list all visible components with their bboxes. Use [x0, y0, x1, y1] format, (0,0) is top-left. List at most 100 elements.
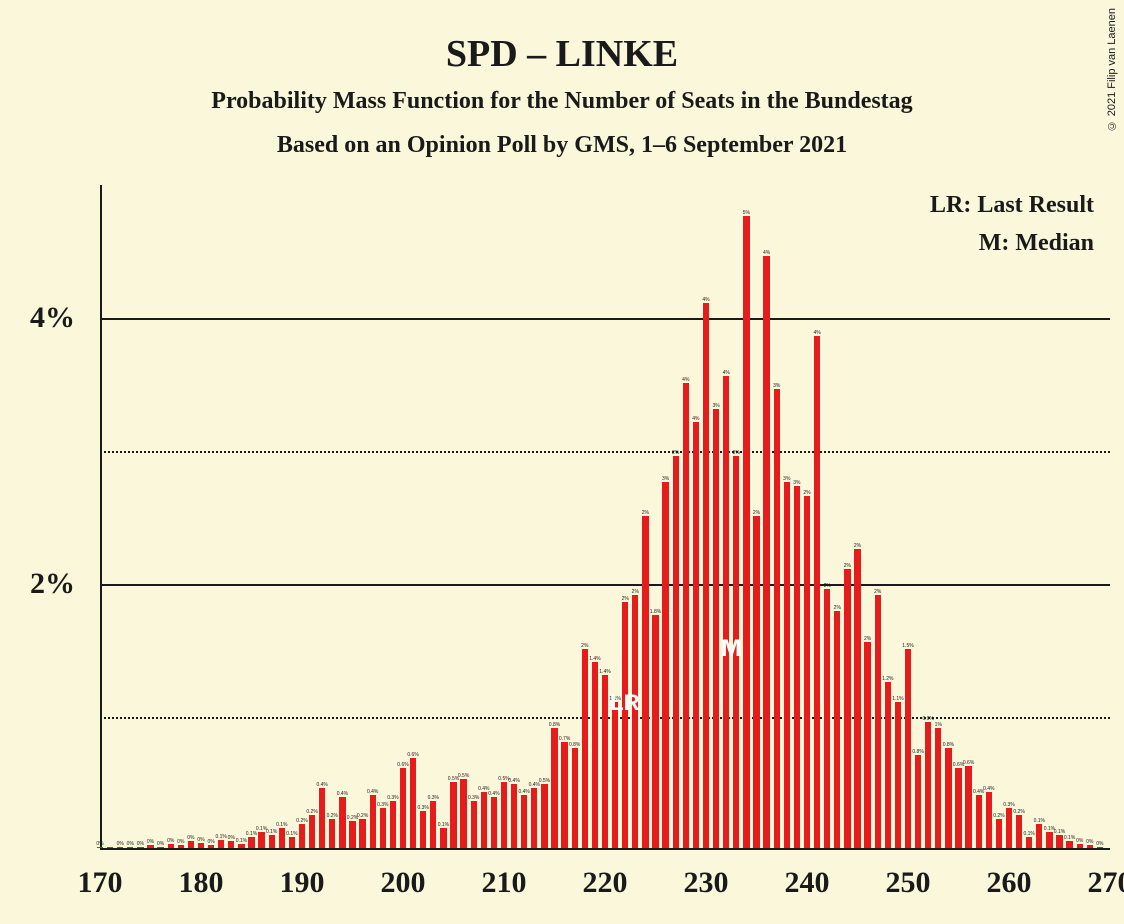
x-tick-label: 250: [886, 866, 931, 900]
bar: 3%: [733, 456, 739, 848]
bar-value-label: 0.8%: [549, 722, 560, 728]
bar: 0.2%: [309, 815, 315, 848]
bar: 0.4%: [370, 795, 376, 848]
bar: 0.3%: [471, 801, 477, 848]
bar-value-label: 0.3%: [428, 795, 439, 801]
bar: 0.9%: [925, 722, 931, 848]
bar: 3%: [784, 482, 790, 848]
bar-value-label: 0.7%: [559, 736, 570, 742]
bar: 0.1%: [1056, 835, 1062, 848]
bar: 0.4%: [319, 788, 325, 848]
gridline-major: [100, 318, 1110, 320]
bar: 1.1%: [612, 702, 618, 848]
bar: 0.1%: [289, 837, 295, 848]
bar: 0.8%: [572, 748, 578, 848]
bar: 2%: [804, 496, 810, 848]
bar-value-label: 3%: [712, 403, 719, 409]
bar-value-label: 0.3%: [387, 795, 398, 801]
bar-value-label: 0.2%: [1013, 809, 1024, 815]
bar: 0%: [188, 841, 194, 848]
bar: 0.1%: [248, 837, 254, 848]
chart-title: SPD – LINKE: [0, 0, 1124, 76]
bar-value-label: 0.1%: [276, 822, 287, 828]
bar-value-label: 0.4%: [508, 778, 519, 784]
chart-plot-area: 2%4%1701801902002102202302402502602700%0…: [100, 185, 1110, 850]
bar-value-label: 0.6%: [397, 762, 408, 768]
y-tick-label: 4%: [30, 301, 75, 335]
bar-value-label: 0.8%: [912, 749, 923, 755]
bar: 0.1%: [269, 835, 275, 848]
bar-value-label: 0.4%: [983, 786, 994, 792]
bar-value-label: 0%: [147, 839, 154, 845]
bar-value-label: 1.1%: [892, 696, 903, 702]
bar-value-label: 4%: [813, 330, 820, 336]
bar: 0.1%: [258, 832, 264, 848]
bar: 0.3%: [430, 801, 436, 848]
bar: 2%: [854, 549, 860, 848]
bar-value-label: 1.5%: [902, 643, 913, 649]
bar: 0.4%: [976, 795, 982, 848]
x-tick-label: 230: [684, 866, 729, 900]
bar-value-label: 0.2%: [306, 809, 317, 815]
bar-value-label: 0%: [127, 841, 134, 847]
y-axis-line: [100, 185, 102, 850]
y-tick-label: 2%: [30, 567, 75, 601]
bar: 0.6%: [410, 758, 416, 848]
bar: 0.4%: [481, 792, 487, 848]
bar-value-label: 2%: [854, 543, 861, 549]
bar-value-label: 0%: [228, 835, 235, 841]
bar: 4%: [814, 336, 820, 848]
bar-value-label: 0.4%: [316, 782, 327, 788]
bar-value-label: 1.1%: [609, 696, 620, 702]
bar: 0%: [1097, 847, 1103, 848]
bar-value-label: 0%: [197, 837, 204, 843]
bar-value-label: 2%: [581, 643, 588, 649]
bar: 0.4%: [339, 797, 345, 848]
bar: 0.3%: [1006, 808, 1012, 848]
bar-value-label: 2%: [672, 450, 679, 456]
bar-value-label: 0.1%: [246, 831, 257, 837]
bar-value-label: 0.2%: [357, 813, 368, 819]
bar: 0.4%: [521, 795, 527, 848]
bar-value-label: 2%: [844, 563, 851, 569]
bar-value-label: 0.6%: [963, 760, 974, 766]
bar-value-label: 4%: [692, 416, 699, 422]
bar: 1.1%: [895, 702, 901, 848]
bar: 2%: [875, 595, 881, 848]
bar: 0.2%: [349, 821, 355, 848]
bar-value-label: 0%: [137, 841, 144, 847]
bar-value-label: 0%: [1086, 839, 1093, 845]
bar-value-label: 2%: [622, 596, 629, 602]
bar: 0%: [1077, 844, 1083, 848]
bar: 0%: [198, 843, 204, 848]
bar-value-label: 0%: [177, 839, 184, 845]
bar: 0.8%: [551, 728, 557, 848]
bar: 0%: [228, 841, 234, 848]
bar: 0%: [168, 844, 174, 848]
bar: 0.6%: [400, 768, 406, 848]
bar-value-label: 0.5%: [539, 778, 550, 784]
bar: 2%: [622, 602, 628, 848]
x-tick-label: 190: [280, 866, 325, 900]
bar: 0%: [157, 847, 163, 848]
bar: 0.1%: [218, 840, 224, 848]
bar: [107, 847, 113, 848]
bar: 2%: [582, 649, 588, 849]
bar-value-label: 0.8%: [943, 742, 954, 748]
bar-value-label: 4%: [723, 370, 730, 376]
bar: 4%: [683, 383, 689, 849]
bar-value-label: 2%: [874, 589, 881, 595]
bar: 0.1%: [238, 844, 244, 848]
bar: 0%: [97, 847, 103, 848]
bar-value-label: 0.1%: [1054, 829, 1065, 835]
bar: 0.5%: [541, 784, 547, 848]
bar-value-label: 0.4%: [518, 789, 529, 795]
chart-subtitle-2: Based on an Opinion Poll by GMS, 1–6 Sep…: [0, 132, 1124, 159]
bar: 4%: [703, 303, 709, 848]
bar-value-label: 0.2%: [327, 813, 338, 819]
bar: 1.2%: [885, 682, 891, 848]
bar-value-label: 1.4%: [589, 656, 600, 662]
bar-value-label: 2%: [824, 583, 831, 589]
bar: 2%: [673, 456, 679, 848]
bar-value-label: 3%: [793, 480, 800, 486]
